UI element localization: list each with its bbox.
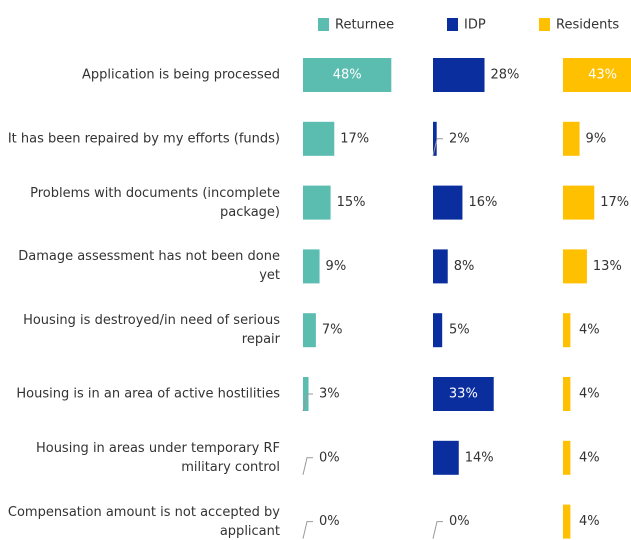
bar — [433, 249, 448, 284]
value-label: 4% — [579, 514, 600, 529]
value-label: 17% — [340, 131, 369, 146]
value-label: 3% — [319, 387, 340, 402]
bar — [303, 249, 320, 284]
value-label: 15% — [337, 195, 366, 210]
bar — [563, 185, 595, 220]
value-label: 33% — [449, 387, 478, 402]
bar — [433, 58, 485, 92]
value-label: 7% — [322, 323, 343, 338]
bar — [563, 313, 571, 348]
value-label: 4% — [579, 450, 600, 465]
bar — [303, 185, 331, 220]
bar — [563, 504, 571, 539]
bar — [563, 377, 571, 411]
value-label: 9% — [586, 131, 607, 146]
bar — [303, 377, 309, 411]
bar — [303, 58, 392, 92]
leader-line — [302, 521, 313, 539]
value-label: 9% — [326, 259, 347, 274]
value-label: 13% — [593, 259, 622, 274]
value-label: 0% — [319, 514, 340, 529]
value-label: 48% — [333, 68, 362, 83]
value-label: 43% — [588, 68, 617, 83]
leader-line — [432, 521, 443, 539]
bar — [303, 313, 316, 348]
value-label: 0% — [319, 450, 340, 465]
bar — [433, 440, 459, 475]
bar — [433, 185, 463, 220]
value-label: 2% — [449, 131, 470, 146]
value-label: 5% — [449, 323, 470, 338]
bar — [563, 249, 587, 284]
leader-line — [432, 138, 443, 156]
value-label: 14% — [465, 450, 494, 465]
category-label: Damage assessment has not been done yet — [18, 249, 280, 284]
category-label: Problems with documents (incomplete pack… — [30, 185, 280, 220]
category-label: Housing in areas under temporary RF mili… — [35, 440, 280, 475]
value-label: 28% — [491, 68, 520, 83]
category-label: Housing is destroyed/in need of serious … — [23, 313, 280, 348]
category-label: It has been repaired by my efforts (fund… — [7, 131, 280, 147]
bar — [433, 377, 494, 411]
bar — [433, 121, 437, 156]
category-label: Compensation amount is not accepted by a… — [7, 504, 280, 539]
legend-swatch — [318, 18, 329, 31]
legend-label: Returnee — [335, 18, 394, 33]
value-label: 4% — [579, 387, 600, 402]
legend-label: Residents — [556, 18, 619, 33]
category-label: Application is being processed — [82, 67, 280, 83]
bar — [303, 121, 335, 156]
legend-swatch — [539, 18, 550, 31]
value-label: 17% — [600, 195, 629, 210]
bar — [563, 440, 571, 475]
bar — [563, 58, 631, 92]
value-label: 8% — [454, 259, 475, 274]
legend-swatch — [447, 18, 458, 31]
category-label: Housing is in an area of active hostilit… — [16, 386, 280, 402]
value-label: 4% — [579, 323, 600, 338]
value-label: 0% — [449, 514, 470, 529]
leader-line — [302, 393, 313, 412]
bar — [563, 121, 580, 156]
value-label: 16% — [468, 195, 497, 210]
leader-line — [302, 457, 313, 475]
legend-label: IDP — [464, 18, 486, 33]
bar — [433, 313, 443, 348]
